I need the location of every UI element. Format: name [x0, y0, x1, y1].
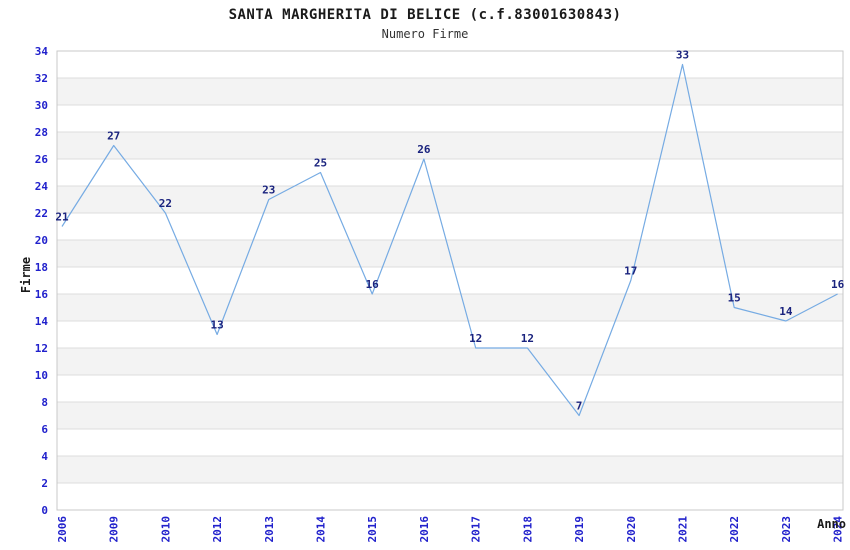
point-label: 7 [576, 400, 583, 413]
y-tick-label: 4 [41, 450, 48, 463]
y-tick-label: 18 [35, 261, 48, 274]
x-tick-label: 2023 [780, 516, 793, 543]
x-tick-label: 2014 [315, 516, 328, 543]
x-tick-label: 2013 [263, 516, 276, 543]
y-tick-label: 30 [35, 99, 48, 112]
y-tick-label: 34 [35, 45, 49, 58]
grid-band [57, 186, 843, 213]
grid-band [57, 483, 843, 510]
point-label: 21 [55, 211, 69, 224]
point-label: 27 [107, 130, 120, 143]
y-tick-label: 12 [35, 342, 48, 355]
y-tick-label: 6 [41, 423, 48, 436]
grid-band [57, 429, 843, 456]
point-label: 33 [676, 49, 689, 62]
x-tick-label: 2018 [521, 516, 534, 543]
point-label: 15 [728, 292, 741, 305]
x-tick-label: 2010 [159, 516, 172, 543]
x-tick-label: 2012 [211, 516, 224, 543]
grid-band [57, 159, 843, 186]
y-tick-label: 28 [35, 126, 48, 139]
x-tick-label: 2006 [56, 516, 69, 543]
chart-subtitle: Numero Firme [381, 27, 469, 41]
y-tick-label: 24 [35, 180, 49, 193]
point-label: 23 [262, 184, 275, 197]
y-tick-label: 2 [41, 477, 48, 490]
point-label: 22 [159, 197, 172, 210]
grid-band [57, 132, 843, 159]
grid-band [57, 456, 843, 483]
y-tick-label: 16 [35, 288, 49, 301]
point-label: 16 [366, 278, 380, 291]
grid-band [57, 402, 843, 429]
y-tick-label: 14 [35, 315, 49, 328]
x-tick-label: 2021 [677, 516, 690, 543]
grid-band [57, 105, 843, 132]
grid-band [57, 78, 843, 105]
y-tick-label: 32 [35, 72, 48, 85]
grid-band [57, 348, 843, 375]
point-label: 16 [831, 278, 845, 291]
grid-band [57, 267, 843, 294]
grid-band [57, 321, 843, 348]
grid-band [57, 294, 843, 321]
x-tick-label: 2016 [418, 516, 431, 543]
grid-band [57, 213, 843, 240]
x-tick-label: 2024 [832, 516, 845, 543]
point-label: 12 [521, 332, 534, 345]
point-label: 12 [469, 332, 482, 345]
y-tick-label: 10 [35, 369, 48, 382]
grid-band [57, 375, 843, 402]
chart-title: SANTA MARGHERITA DI BELICE (c.f.83001630… [228, 7, 622, 23]
x-axis-title: Anno [817, 517, 846, 531]
point-label: 25 [314, 157, 327, 170]
plot-frame [56, 50, 844, 511]
point-label: 14 [779, 305, 793, 318]
x-tick-label: 2019 [573, 516, 586, 543]
point-label: 26 [417, 143, 431, 156]
x-tick-label: 2022 [728, 516, 741, 543]
point-label: 17 [624, 265, 637, 278]
x-tick-label: 2017 [470, 516, 483, 543]
x-tick-label: 2009 [108, 516, 121, 543]
y-tick-label: 26 [35, 153, 49, 166]
point-label: 13 [210, 319, 223, 332]
series-line [61, 63, 838, 417]
y-tick-label: 22 [35, 207, 48, 220]
y-tick-label: 8 [41, 396, 48, 409]
y-tick-label: 20 [35, 234, 48, 247]
y-tick-label: 0 [41, 504, 48, 517]
x-tick-label: 2020 [625, 516, 638, 543]
grid-band [57, 51, 843, 78]
x-tick-label: 2015 [366, 516, 379, 543]
